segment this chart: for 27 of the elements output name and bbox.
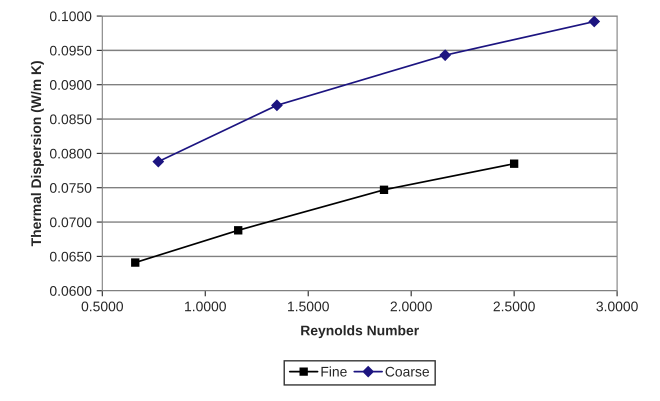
point <box>510 160 518 168</box>
y-tick-label: 0.0600 <box>50 286 92 296</box>
y-axis-title: Thermal Dispersion (W/m K) <box>30 61 44 246</box>
point <box>380 186 388 194</box>
x-tick-label: 0.5000 <box>82 302 123 312</box>
y-tick-label: 0.0800 <box>50 148 92 159</box>
y-tick-label: 0.0900 <box>50 80 92 90</box>
x-tick-label: 2.0000 <box>390 302 432 312</box>
y-tick-label: 0.0700 <box>50 217 92 228</box>
legend-label: Fine <box>321 366 347 377</box>
point <box>588 16 600 28</box>
x-tick-label: 1.5000 <box>288 302 329 312</box>
y-tick-label: 0.0850 <box>50 114 92 124</box>
x-tick-label: 1.0000 <box>185 302 226 312</box>
y-tick-label: 0.1000 <box>50 11 92 22</box>
point <box>152 156 164 168</box>
point <box>131 258 140 267</box>
point <box>440 50 451 61</box>
point <box>271 100 283 111</box>
x-axis-title: Reynolds Number <box>301 325 419 338</box>
x-tick-label: 3.0000 <box>596 302 638 312</box>
y-tick-label: 0.0950 <box>50 46 92 56</box>
x-tick-label: 2.5000 <box>494 302 535 312</box>
legend-label: Coarse <box>386 366 430 377</box>
y-tick-label: 0.0750 <box>50 183 92 193</box>
point <box>234 226 242 234</box>
y-tick-label: 0.0650 <box>50 252 92 262</box>
